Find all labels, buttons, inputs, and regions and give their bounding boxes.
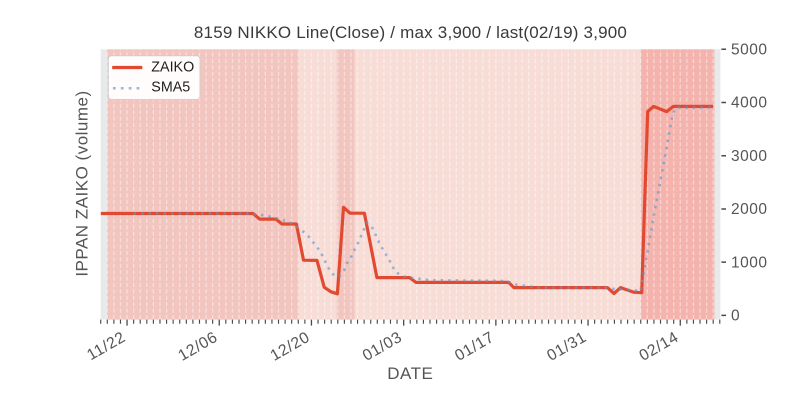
svg-text:8159 NIKKO Line(Close) / max 3: 8159 NIKKO Line(Close) / max 3,900 / las…	[194, 23, 627, 42]
svg-text:4000: 4000	[731, 95, 767, 112]
svg-text:SMA5: SMA5	[151, 79, 190, 95]
svg-text:2000: 2000	[731, 201, 767, 218]
svg-text:0: 0	[731, 308, 740, 325]
svg-text:DATE: DATE	[387, 364, 433, 383]
svg-text:5000: 5000	[731, 42, 767, 59]
svg-text:3000: 3000	[731, 148, 767, 165]
svg-text:1000: 1000	[731, 254, 767, 271]
svg-text:IPPAN ZAIKO (volume): IPPAN ZAIKO (volume)	[73, 90, 92, 276]
svg-text:ZAIKO: ZAIKO	[151, 59, 194, 75]
